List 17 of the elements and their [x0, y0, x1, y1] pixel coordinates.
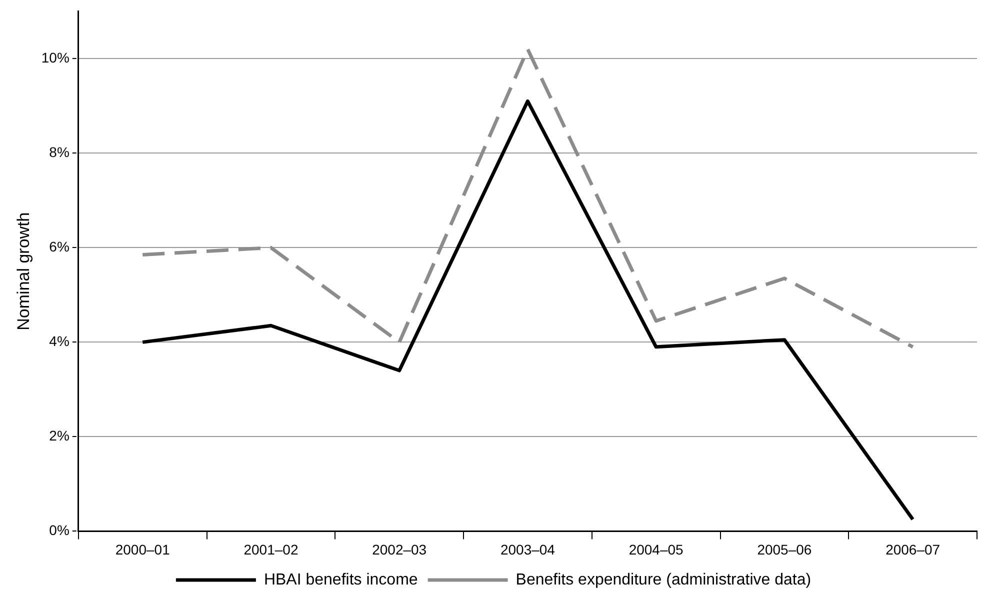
legend-label: HBAI benefits income [264, 571, 418, 588]
y-tick-label: 4% [49, 333, 70, 350]
y-tick-label: 0% [49, 522, 70, 538]
y-tick-label: 6% [49, 238, 70, 255]
x-tick-label: 2001–02 [244, 541, 298, 558]
y-tick-label: 8% [49, 144, 70, 160]
x-tick-label: 2004–05 [628, 541, 684, 558]
y-tick-label: 2% [49, 428, 70, 444]
line-series [140, 47, 915, 349]
x-tick-label: 2000–01 [115, 541, 170, 558]
x-tick-label: 2002–03 [372, 541, 427, 558]
x-tick-label: 2003–04 [500, 541, 556, 558]
y-axis-title: Nominal growth [14, 212, 33, 330]
x-tick-label: 2006–07 [886, 541, 940, 558]
y-tick-label: 10% [41, 50, 70, 66]
legend-label: Benefits expenditure (administrative data) [516, 571, 812, 588]
x-tick-label: 2005–06 [757, 541, 812, 558]
